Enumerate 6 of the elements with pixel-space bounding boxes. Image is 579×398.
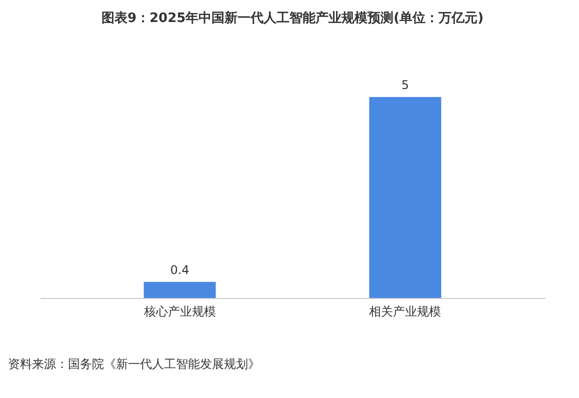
data-label: 5 [401, 78, 410, 92]
chart-title: 图表9：2025年中国新一代人工智能产业规模预测(单位：万亿元) [101, 10, 484, 26]
text: 资料来源：国务院《新一代人工智能发展规划》 [8, 356, 260, 373]
x-tick-label: 相关产业规模 [369, 304, 442, 318]
x-tick-label: 核心产业规模 [142, 304, 216, 318]
data-label: 0.4 [170, 262, 190, 277]
